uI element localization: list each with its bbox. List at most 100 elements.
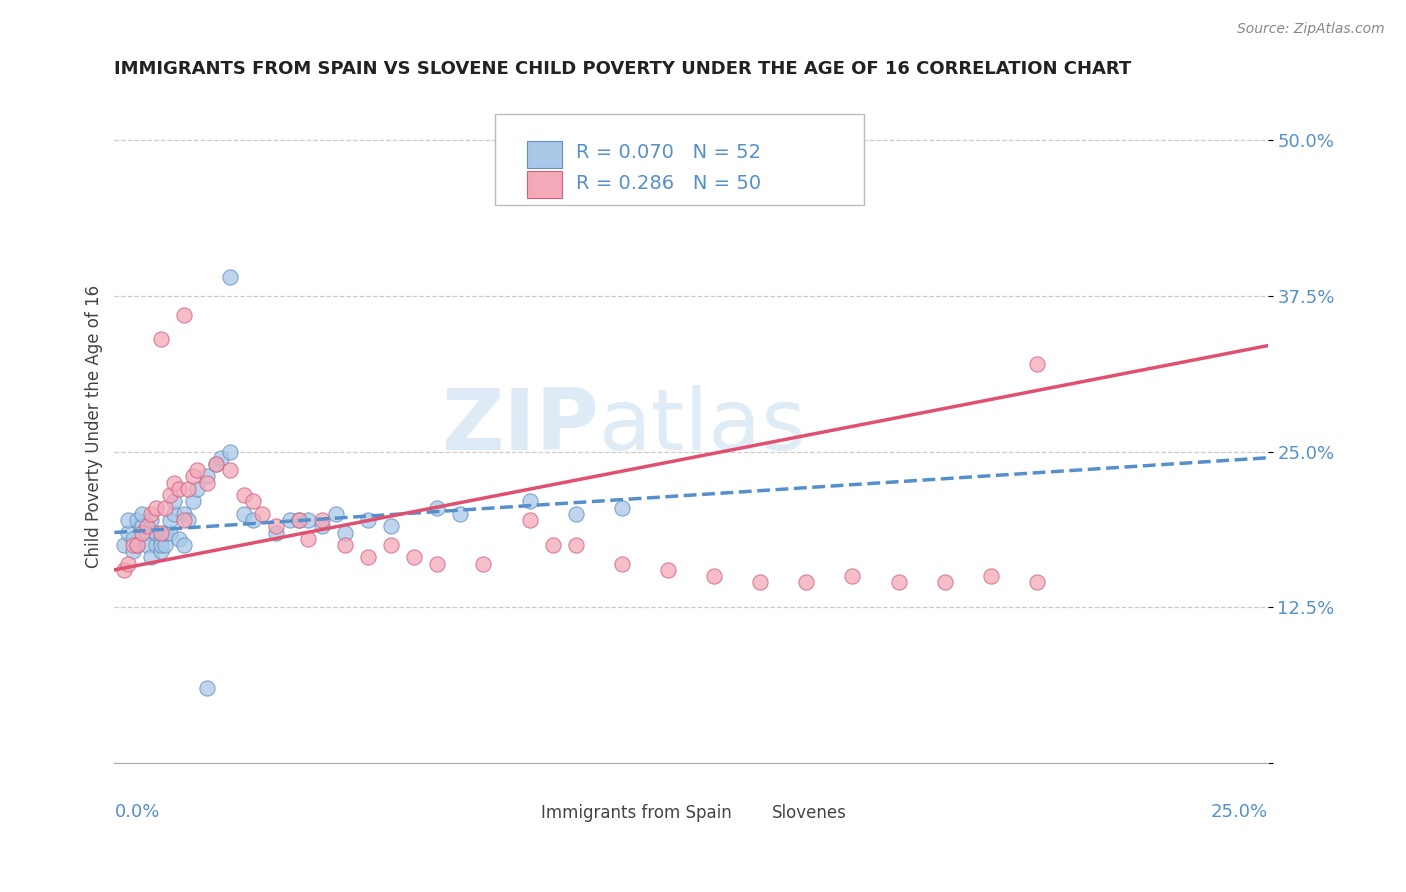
Point <box>163 494 186 508</box>
Point <box>149 538 172 552</box>
Point <box>149 333 172 347</box>
FancyBboxPatch shape <box>737 802 762 823</box>
Point <box>449 507 471 521</box>
Point <box>131 507 153 521</box>
Text: Slovenes: Slovenes <box>772 805 846 822</box>
Point <box>181 494 204 508</box>
Point <box>887 575 910 590</box>
Point <box>380 519 402 533</box>
Point <box>112 538 135 552</box>
Point <box>153 538 176 552</box>
Point <box>426 557 449 571</box>
Point <box>250 507 273 521</box>
Point <box>232 488 254 502</box>
Point <box>112 563 135 577</box>
Point <box>177 513 200 527</box>
Point <box>404 550 426 565</box>
Point <box>145 500 167 515</box>
Point <box>541 538 564 552</box>
Point <box>173 538 195 552</box>
Point <box>145 525 167 540</box>
Text: atlas: atlas <box>599 385 807 468</box>
Point <box>195 681 218 696</box>
FancyBboxPatch shape <box>495 114 865 204</box>
Point <box>127 538 149 552</box>
Point <box>163 507 186 521</box>
Point <box>121 532 143 546</box>
Point <box>121 538 143 552</box>
Point <box>127 538 149 552</box>
Text: IMMIGRANTS FROM SPAIN VS SLOVENE CHILD POVERTY UNDER THE AGE OF 16 CORRELATION C: IMMIGRANTS FROM SPAIN VS SLOVENE CHILD P… <box>114 60 1132 78</box>
Text: Immigrants from Spain: Immigrants from Spain <box>541 805 733 822</box>
Point <box>131 525 153 540</box>
Point <box>519 513 541 527</box>
Point <box>186 463 208 477</box>
FancyBboxPatch shape <box>506 802 531 823</box>
FancyBboxPatch shape <box>527 141 562 168</box>
Point <box>796 145 818 160</box>
FancyBboxPatch shape <box>527 171 562 198</box>
Point <box>297 513 319 527</box>
Point <box>311 513 333 527</box>
Point <box>163 475 186 490</box>
Point <box>159 525 181 540</box>
Point <box>173 513 195 527</box>
Point <box>278 513 301 527</box>
Point <box>564 507 586 521</box>
Text: Source: ZipAtlas.com: Source: ZipAtlas.com <box>1237 22 1385 37</box>
Point <box>177 482 200 496</box>
Point <box>135 525 157 540</box>
Point <box>121 544 143 558</box>
Point <box>205 457 228 471</box>
Point <box>796 575 818 590</box>
Point <box>141 513 163 527</box>
Text: R = 0.070   N = 52: R = 0.070 N = 52 <box>575 144 761 162</box>
Point <box>357 550 380 565</box>
Point <box>167 482 190 496</box>
Point <box>934 575 956 590</box>
Point <box>117 525 139 540</box>
Point <box>610 557 633 571</box>
Point <box>173 308 195 322</box>
Point <box>159 513 181 527</box>
Point <box>153 525 176 540</box>
Point <box>195 469 218 483</box>
Point <box>127 513 149 527</box>
Point <box>173 507 195 521</box>
Point <box>357 513 380 527</box>
Point <box>159 488 181 502</box>
Point <box>980 569 1002 583</box>
Point <box>749 575 772 590</box>
Point <box>145 538 167 552</box>
Point <box>333 538 356 552</box>
Point <box>288 513 311 527</box>
Point <box>264 519 287 533</box>
Point <box>149 532 172 546</box>
Point <box>135 538 157 552</box>
Point <box>841 569 863 583</box>
Point <box>195 475 218 490</box>
Point <box>703 569 725 583</box>
Text: R = 0.286   N = 50: R = 0.286 N = 50 <box>575 174 761 193</box>
Point <box>135 519 157 533</box>
Point <box>149 525 172 540</box>
Point <box>141 550 163 565</box>
Point <box>426 500 449 515</box>
Point <box>149 544 172 558</box>
Point <box>610 500 633 515</box>
Text: 0.0%: 0.0% <box>114 804 160 822</box>
Point <box>288 513 311 527</box>
Point <box>242 513 264 527</box>
Point <box>131 519 153 533</box>
Point <box>167 532 190 546</box>
Point <box>218 270 240 285</box>
Point <box>153 500 176 515</box>
Point <box>209 450 232 465</box>
Point <box>205 457 228 471</box>
Point <box>117 513 139 527</box>
Point <box>333 525 356 540</box>
Point <box>519 494 541 508</box>
Point <box>232 507 254 521</box>
Point <box>380 538 402 552</box>
Text: ZIP: ZIP <box>441 385 599 468</box>
